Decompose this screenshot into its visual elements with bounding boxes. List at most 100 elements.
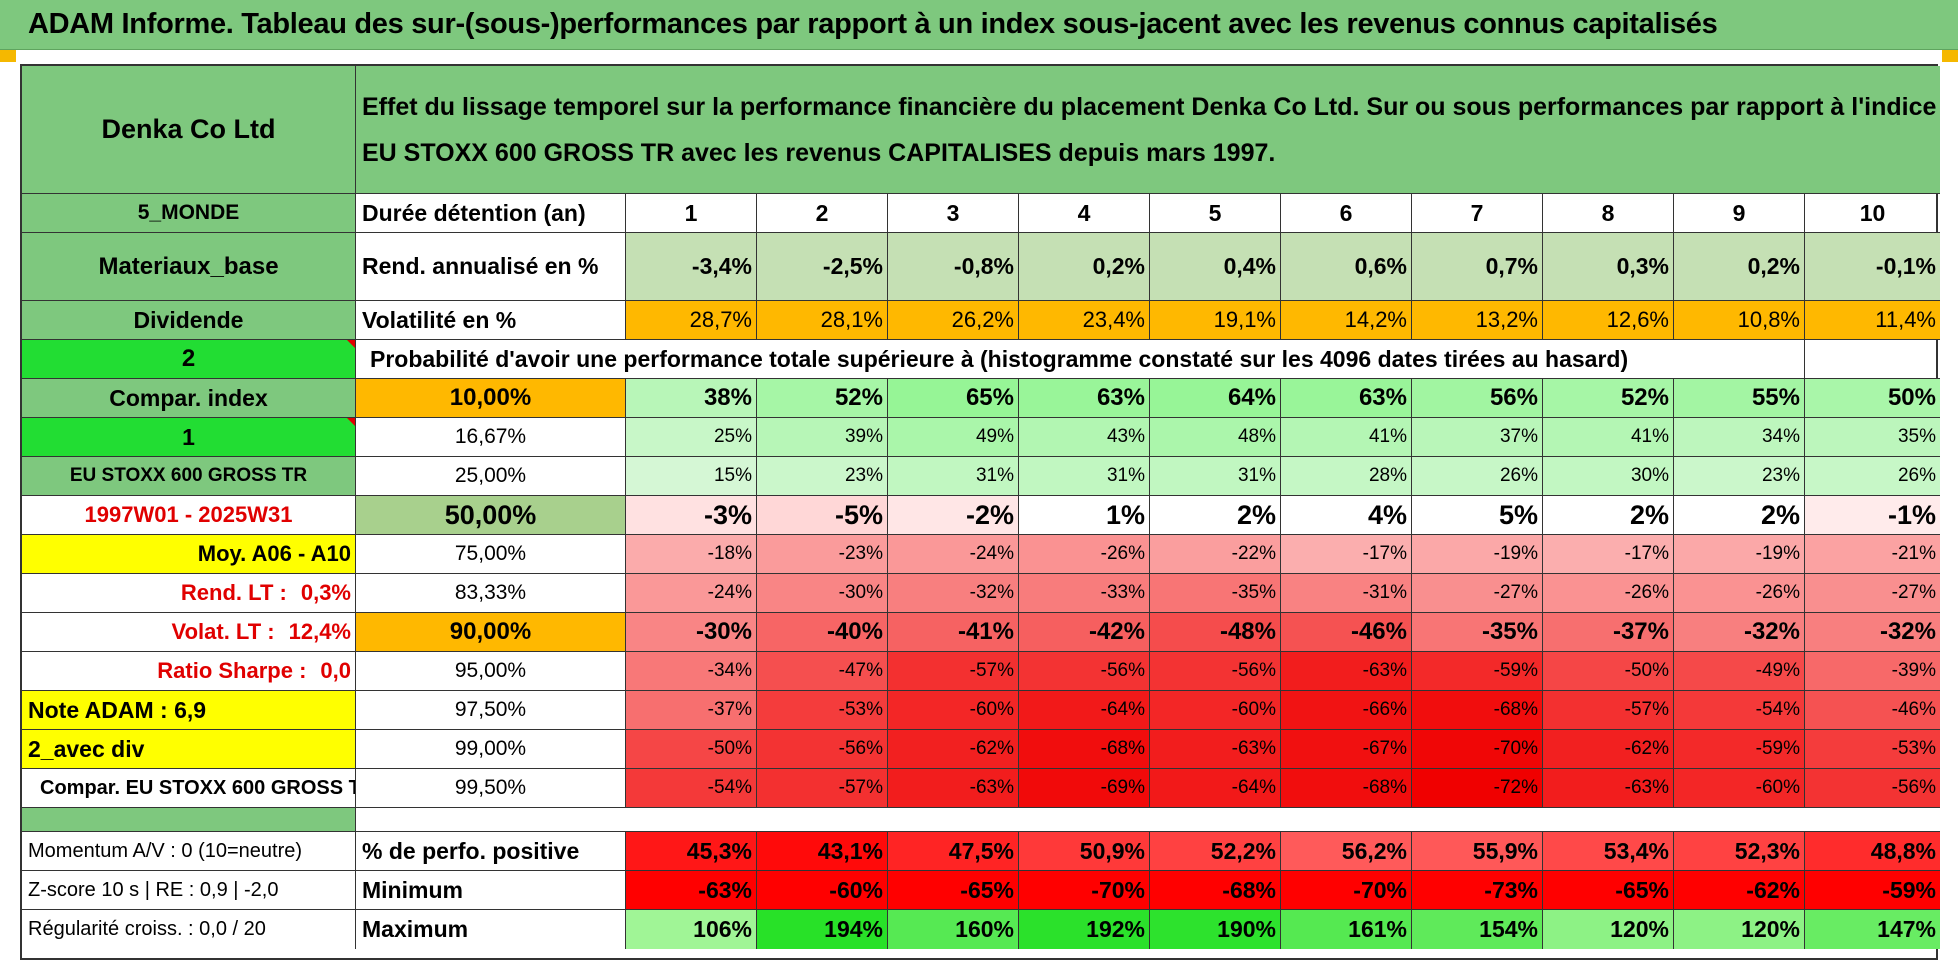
minimum-value: -65% [1543,871,1674,910]
prob-value: 35% [1805,418,1940,457]
prob-value: -56% [1805,769,1940,808]
positive-value: 47,5% [888,832,1019,871]
threshold-value: 97,50% [356,691,626,730]
year-header-10: 10 [1805,194,1940,233]
prob-value: -50% [1543,652,1674,691]
prob-value: -66% [1281,691,1412,730]
prob-value: 50% [1805,379,1940,418]
threshold-value: 83,33% [356,574,626,613]
maximum-label: Maximum [356,910,626,949]
positive-value: 52,3% [1674,832,1805,871]
prob-value: 38% [626,379,757,418]
rend-lt-label-value: 0,3% [300,580,351,605]
report-title: ADAM Informe. Tableau des sur-(sous-)per… [28,8,1718,40]
probability-title: Probabilité d'avoir une performance tota… [356,340,1805,379]
year-header-4: 4 [1019,194,1150,233]
year-header-3: 3 [888,194,1019,233]
prob-value: 52% [757,379,888,418]
prob-value: -37% [1543,613,1674,652]
prob-value: -67% [1281,730,1412,769]
prob-value: 63% [1019,379,1150,418]
prob-value: 64% [1150,379,1281,418]
prob-value: -17% [1543,535,1674,574]
prob-value: -60% [1674,769,1805,808]
prob-value: 41% [1543,418,1674,457]
minimum-value: -65% [888,871,1019,910]
prob-value: 52% [1543,379,1674,418]
prob-value: -60% [1150,691,1281,730]
maximum-value: 161% [1281,910,1412,949]
minimum-value: -59% [1805,871,1940,910]
empty-cell [1805,340,1940,379]
threshold-value: 99,00% [356,730,626,769]
rend-value: 0,6% [1281,233,1412,301]
prob-value: -56% [1150,652,1281,691]
rend-value: 0,4% [1150,233,1281,301]
company-name: Denka Co Ltd [22,66,356,194]
rend-value: -0,1% [1805,233,1940,301]
year-header-6: 6 [1281,194,1412,233]
prob-value: 30% [1543,457,1674,496]
prob-value: -68% [1281,769,1412,808]
prob-value: -57% [1543,691,1674,730]
prob-value: -57% [757,769,888,808]
volat-label: Volatilité en % [356,301,626,340]
selector-one: 1 [22,418,356,457]
minimum-value: -70% [1019,871,1150,910]
maximum-value: 194% [757,910,888,949]
prob-value: 31% [888,457,1019,496]
volat-value: 23,4% [1019,301,1150,340]
zscore-label: Z-score 10 s | RE : 0,9 | -2,0 [22,871,356,910]
prob-value: -3% [626,496,757,535]
description: Effet du lissage temporel sur la perform… [356,66,1940,194]
prob-value: 2% [1674,496,1805,535]
year-header-1: 1 [626,194,757,233]
positive-value: 43,1% [757,832,888,871]
positive-value: 56,2% [1281,832,1412,871]
dividend-label: Dividende [22,301,356,340]
prob-value: -30% [757,574,888,613]
year-header-8: 8 [1543,194,1674,233]
prob-value: -18% [626,535,757,574]
prob-value: -63% [1543,769,1674,808]
prob-value: 37% [1412,418,1543,457]
prob-value: -46% [1281,613,1412,652]
prob-value: -57% [888,652,1019,691]
positive-value: 52,2% [1150,832,1281,871]
prob-value: 31% [1019,457,1150,496]
regularite-label: Régularité croiss. : 0,0 / 20 [22,910,356,949]
positive-value: 48,8% [1805,832,1940,871]
prob-value: -32% [1805,613,1940,652]
left-corner-mark [0,50,16,62]
duree-label: Durée détention (an) [356,194,626,233]
volat-lt-label-text: Volat. LT : [171,619,275,644]
prob-value: -5% [757,496,888,535]
rend-value: 0,7% [1412,233,1543,301]
prob-value: -53% [757,691,888,730]
right-corner-mark [1942,50,1958,62]
rend-value: -3,4% [626,233,757,301]
prob-value: -32% [888,574,1019,613]
year-header-5: 5 [1150,194,1281,233]
rend-value: -2,5% [757,233,888,301]
prob-value: -26% [1543,574,1674,613]
volat-value: 12,6% [1543,301,1674,340]
threshold-value: 50,00% [356,496,626,535]
prob-value: -40% [757,613,888,652]
minimum-value: -63% [626,871,757,910]
prob-value: -72% [1412,769,1543,808]
prob-value: -31% [1281,574,1412,613]
prob-value: -59% [1412,652,1543,691]
rend-lt-label-text: Rend. LT : [180,580,287,605]
prob-value: -60% [888,691,1019,730]
positive-value: 45,3% [626,832,757,871]
compar-index-label: Compar. index [22,379,356,418]
positive-label: % de perfo. positive [356,832,626,871]
prob-value: -48% [1150,613,1281,652]
maximum-value: 120% [1543,910,1674,949]
prob-value: -54% [626,769,757,808]
prob-value: -64% [1150,769,1281,808]
period-label: 1997W01 - 2025W31 [22,496,356,535]
minimum-label: Minimum [356,871,626,910]
prob-value: -63% [1281,652,1412,691]
